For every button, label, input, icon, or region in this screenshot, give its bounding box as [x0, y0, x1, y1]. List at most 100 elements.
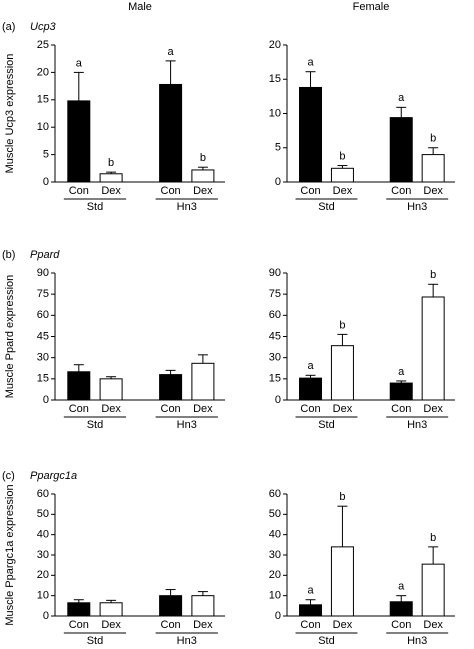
significance-letter: a: [307, 360, 314, 372]
x-tick-label: Con: [300, 403, 320, 415]
significance-letter: b: [430, 269, 436, 281]
y-tick-label: 30: [37, 352, 49, 364]
group-label: Std: [318, 201, 335, 213]
bar: [389, 601, 413, 617]
panel-label: (a): [2, 21, 15, 33]
y-tick-label: 30: [269, 549, 281, 561]
significance-letter: a: [398, 366, 405, 378]
group-label: Std: [87, 635, 104, 647]
x-tick-label: Con: [161, 185, 181, 197]
column-header: Male: [128, 1, 152, 13]
group-label: Hn3: [177, 635, 197, 647]
x-tick-label: Dex: [423, 403, 443, 415]
y-tick-label: 5: [43, 149, 49, 161]
y-tick-label: 0: [275, 176, 281, 188]
group-label: Hn3: [177, 201, 197, 213]
y-tick-label: 10: [269, 107, 281, 119]
y-axis-label: Muscle Ppargc1a expression: [4, 484, 16, 625]
panel-title: Ucp3: [30, 21, 57, 33]
y-tick-label: 0: [43, 176, 49, 188]
x-tick-label: Dex: [423, 185, 443, 197]
panel-label: (c): [2, 470, 15, 482]
bar: [389, 382, 413, 401]
y-tick-label: 40: [269, 529, 281, 541]
x-tick-label: Dex: [101, 619, 121, 631]
bar: [159, 83, 183, 183]
x-tick-label: Dex: [101, 403, 121, 415]
y-tick-label: 75: [37, 288, 49, 300]
panel-label: (b): [2, 249, 15, 261]
significance-letter: b: [200, 152, 206, 164]
y-tick-label: 60: [269, 309, 281, 321]
x-tick-label: Con: [69, 403, 89, 415]
significance-letter: b: [430, 532, 436, 544]
significance-letter: a: [168, 46, 175, 58]
y-tick-label: 15: [269, 73, 281, 85]
y-tick-label: 5: [275, 142, 281, 154]
group-label: Std: [87, 419, 104, 431]
y-tick-label: 20: [269, 39, 281, 51]
group-label: Hn3: [407, 419, 427, 431]
bar: [421, 154, 445, 183]
bar: [330, 345, 354, 401]
significance-letter: a: [398, 581, 405, 593]
group-label: Std: [87, 201, 104, 213]
bar: [67, 371, 91, 401]
x-tick-label: Dex: [423, 619, 443, 631]
bar: [421, 563, 445, 617]
group-label: Hn3: [177, 419, 197, 431]
y-tick-label: 60: [269, 488, 281, 500]
bar: [99, 602, 123, 617]
panel-title: Ppard: [30, 249, 60, 261]
y-tick-label: 60: [37, 309, 49, 321]
bar: [99, 173, 123, 183]
bar: [159, 374, 183, 401]
y-tick-label: 10: [37, 121, 49, 133]
x-tick-label: Dex: [333, 403, 353, 415]
column-header: Female: [353, 1, 390, 13]
bar: [330, 546, 354, 617]
x-tick-label: Dex: [193, 403, 213, 415]
significance-letter: a: [76, 57, 83, 69]
y-tick-label: 20: [37, 66, 49, 78]
group-label: Hn3: [407, 201, 427, 213]
x-tick-label: Con: [300, 185, 320, 197]
significance-letter: b: [108, 157, 114, 169]
y-tick-label: 0: [43, 610, 49, 622]
y-axis-label: Muscle Ucp3 expression: [4, 54, 16, 174]
y-tick-label: 45: [269, 330, 281, 342]
bar: [299, 377, 323, 401]
x-tick-label: Con: [161, 619, 181, 631]
y-tick-label: 15: [37, 94, 49, 106]
x-tick-label: Dex: [193, 185, 213, 197]
x-tick-label: Con: [391, 403, 411, 415]
group-label: Std: [318, 635, 335, 647]
y-tick-label: 0: [43, 394, 49, 406]
x-tick-label: Dex: [101, 185, 121, 197]
y-tick-label: 15: [269, 373, 281, 385]
bar: [421, 296, 445, 401]
bar: [67, 100, 91, 183]
significance-letter: a: [307, 585, 314, 597]
bar: [191, 362, 215, 401]
bar: [99, 378, 123, 401]
x-tick-label: Con: [391, 185, 411, 197]
y-tick-label: 10: [269, 590, 281, 602]
y-tick-label: 60: [37, 488, 49, 500]
x-tick-label: Con: [69, 185, 89, 197]
bar: [191, 595, 215, 617]
x-tick-label: Con: [69, 619, 89, 631]
bar: [299, 604, 323, 617]
y-tick-label: 45: [37, 330, 49, 342]
x-tick-label: Dex: [193, 619, 213, 631]
x-tick-label: Con: [300, 619, 320, 631]
significance-letter: b: [339, 150, 345, 162]
x-tick-label: Dex: [333, 185, 353, 197]
group-label: Hn3: [407, 635, 427, 647]
y-tick-label: 0: [275, 610, 281, 622]
panel-title: Ppargc1a: [30, 470, 77, 482]
bar: [330, 167, 354, 183]
y-tick-label: 40: [37, 529, 49, 541]
significance-letter: b: [430, 133, 436, 145]
